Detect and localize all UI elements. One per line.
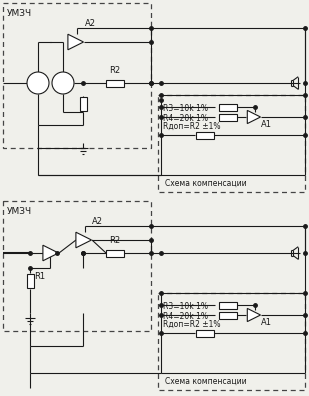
Text: R4=20k 1%: R4=20k 1% xyxy=(163,114,208,123)
Bar xyxy=(219,114,237,120)
Text: Схема компенсации: Схема компенсации xyxy=(165,179,247,188)
Bar xyxy=(196,329,214,337)
Polygon shape xyxy=(43,245,58,261)
Text: Rдоп=R2 ±1%: Rдоп=R2 ±1% xyxy=(163,122,221,131)
Text: Схема компенсации: Схема компенсации xyxy=(165,377,247,386)
Bar xyxy=(27,274,33,288)
Polygon shape xyxy=(247,110,260,124)
Bar xyxy=(106,80,124,86)
Bar xyxy=(158,293,305,390)
Polygon shape xyxy=(68,34,83,50)
Text: Rдоп=R2 ±1%: Rдоп=R2 ±1% xyxy=(163,320,221,329)
Circle shape xyxy=(52,72,74,94)
Text: A2: A2 xyxy=(92,217,103,226)
Bar xyxy=(219,312,237,318)
Text: R3=10k 1%: R3=10k 1% xyxy=(163,302,208,311)
Bar xyxy=(158,95,305,192)
Bar xyxy=(3,201,151,331)
Text: R2: R2 xyxy=(109,66,120,75)
Text: УМЗЧ: УМЗЧ xyxy=(7,207,32,216)
Text: A1: A1 xyxy=(261,318,272,327)
Circle shape xyxy=(27,72,49,94)
Bar xyxy=(3,3,151,148)
Text: R2: R2 xyxy=(109,236,120,245)
Polygon shape xyxy=(76,232,91,248)
Text: УМЗЧ: УМЗЧ xyxy=(7,9,32,18)
Bar xyxy=(79,97,87,111)
Text: R1: R1 xyxy=(34,272,45,281)
Text: R4=20k 1%: R4=20k 1% xyxy=(163,312,208,321)
Bar xyxy=(196,131,214,139)
Bar xyxy=(219,301,237,308)
Polygon shape xyxy=(247,308,260,322)
Text: A2: A2 xyxy=(85,19,96,28)
Bar xyxy=(219,103,237,110)
Bar xyxy=(106,249,124,257)
Text: R3=10k 1%: R3=10k 1% xyxy=(163,104,208,113)
Text: A1: A1 xyxy=(261,120,272,129)
